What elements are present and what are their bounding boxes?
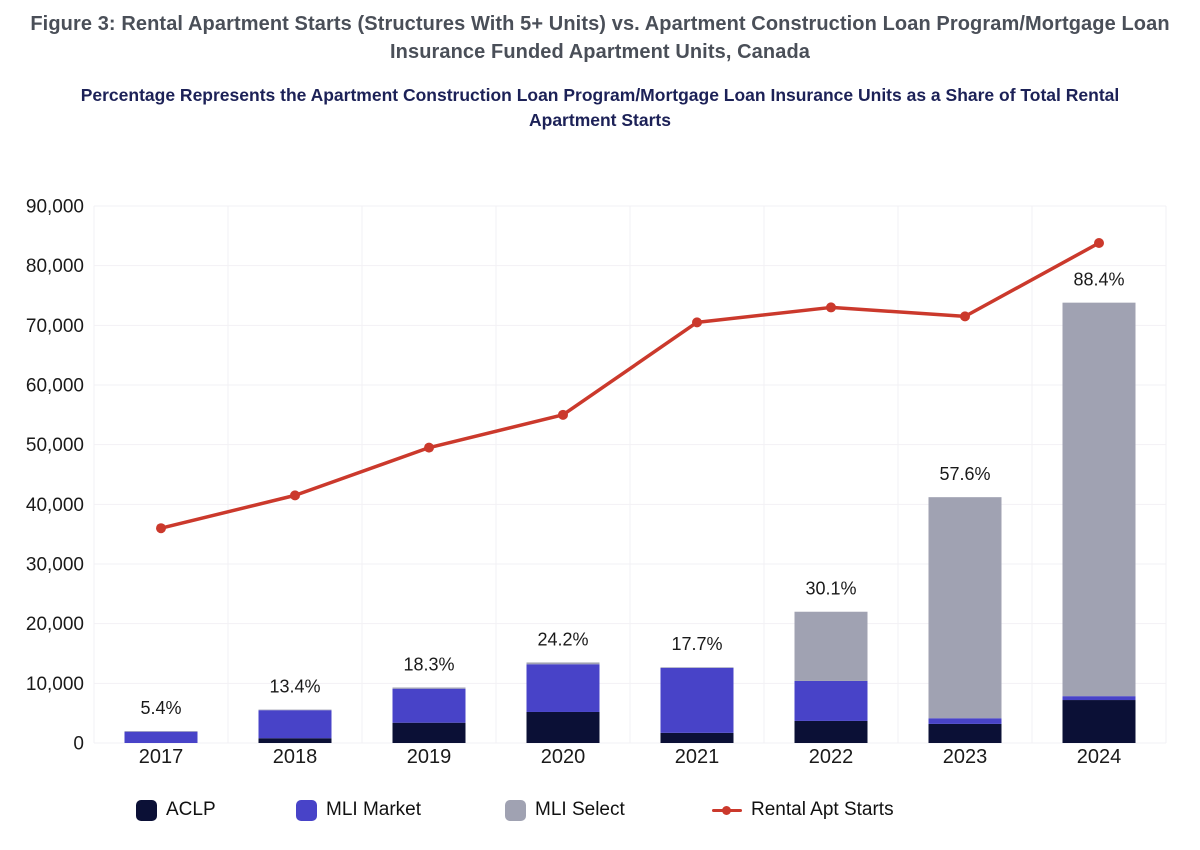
bar-segment-mli-market-2019 [392, 688, 466, 723]
legend-label: ACLP [166, 799, 216, 820]
bar-segment-mli-select-2017 [124, 731, 198, 732]
line-data-point-2024 [1094, 237, 1104, 248]
bar-percentage-label: 17.7% [671, 634, 722, 654]
bar-percentage-label: 5.4% [140, 698, 181, 718]
y-axis-tick-label: 50,000 [26, 435, 84, 456]
bar-segment-aclp-2022 [794, 720, 868, 743]
bar-percentage-label: 24.2% [537, 629, 588, 649]
line-data-point-2023 [960, 311, 970, 322]
chart-header: Figure 3: Rental Apartment Starts (Struc… [0, 10, 1200, 133]
bar-segment-mli-select-2018 [258, 709, 332, 711]
bar-percentage-label: 30.1% [805, 579, 856, 599]
x-axis-tick-label: 2024 [1077, 746, 1122, 768]
bar-percentage-label: 18.3% [403, 655, 454, 675]
y-axis-tick-label: 80,000 [26, 256, 84, 277]
legend-item-aclp: ACLP [136, 796, 216, 824]
rental-apt-starts-line [159, 241, 1101, 530]
bar-segment-mli-select-2020 [526, 662, 600, 665]
line-data-point-2017 [156, 523, 166, 534]
x-axis-tick-label: 2022 [809, 746, 854, 768]
line-data-point-2021 [692, 317, 702, 328]
bar-segment-mli-market-2022 [794, 680, 868, 721]
bar-segment-mli-market-2020 [526, 664, 600, 712]
bar-segment-mli-select-2022 [794, 611, 868, 681]
bar-segment-mli-select-2024 [1062, 302, 1136, 697]
bar-segment-aclp-2018 [258, 738, 332, 743]
line-data-point-2020 [558, 409, 568, 420]
bar-segment-mli-market-2018 [258, 710, 332, 739]
bar-percentage-label: 88.4% [1073, 270, 1124, 290]
y-axis-tick-label: 20,000 [26, 614, 84, 635]
legend-label: MLI Select [535, 799, 625, 820]
chart-legend: ACLP MLI Market MLI Select Rental Apt St… [0, 796, 1200, 836]
bar-segment-mli-select-2021 [660, 667, 734, 668]
legend-item-rental-apt-starts: Rental Apt Starts [712, 796, 894, 824]
mli-market-swatch-icon [296, 799, 317, 821]
bar-segment-mli-market-2017 [124, 731, 198, 743]
bar-segment-aclp-2023 [928, 723, 1002, 743]
x-axis-tick-label: 2018 [273, 746, 318, 768]
x-axis-tick-label: 2023 [943, 746, 988, 768]
line-data-point-2022 [826, 302, 836, 313]
bar-segment-aclp-2019 [392, 722, 466, 743]
legend-label: Rental Apt Starts [751, 799, 894, 820]
x-axis-tick-label: 2017 [139, 746, 184, 768]
figure-title: Figure 3: Rental Apartment Starts (Struc… [30, 13, 1170, 63]
x-axis-tick-label: 2020 [541, 746, 586, 768]
line-dot-marker-icon [712, 804, 742, 816]
chart-canvas: 0 10,000 20,000 30,000 40,000 50,000 60,000 70,… [26, 197, 1167, 768]
bar-segment-aclp-2021 [660, 732, 734, 743]
line-data-point-2019 [424, 442, 434, 453]
bar-segment-aclp-2020 [526, 711, 600, 743]
legend-item-mli-market: MLI Market [296, 796, 421, 824]
y-axis-tick-label: 40,000 [26, 495, 84, 516]
bar-segment-aclp-2024 [1062, 700, 1136, 743]
y-axis-tick-label: 70,000 [26, 316, 84, 337]
line-data-point-2018 [290, 490, 300, 501]
y-axis-tick-label: 90,000 [26, 197, 84, 218]
bar-segment-mli-market-2024 [1062, 696, 1136, 701]
bar-segment-mli-select-2019 [392, 687, 466, 689]
y-axis-tick-label: 60,000 [26, 376, 84, 397]
y-axis-tick-label: 10,000 [26, 674, 84, 695]
y-axis-tick-label: 30,000 [26, 555, 84, 576]
legend-item-mli-select: MLI Select [505, 796, 625, 824]
bar-percentage-label: 57.6% [939, 464, 990, 484]
y-axis-tick-label: 0 [73, 734, 84, 755]
mli-select-swatch-icon [505, 799, 526, 821]
x-axis-tick-label: 2019 [407, 746, 452, 768]
bar-percentage-label: 13.4% [269, 677, 320, 697]
bar-segment-mli-market-2021 [660, 667, 734, 733]
bar-segment-mli-market-2023 [928, 718, 1002, 724]
aclp-swatch-icon [136, 799, 157, 821]
x-axis-tick-label: 2021 [675, 746, 720, 768]
figure-subtitle: Percentage Represents the Apartment Cons… [80, 85, 1120, 130]
bar-segment-mli-select-2023 [928, 497, 1002, 719]
legend-label: MLI Market [326, 799, 422, 820]
